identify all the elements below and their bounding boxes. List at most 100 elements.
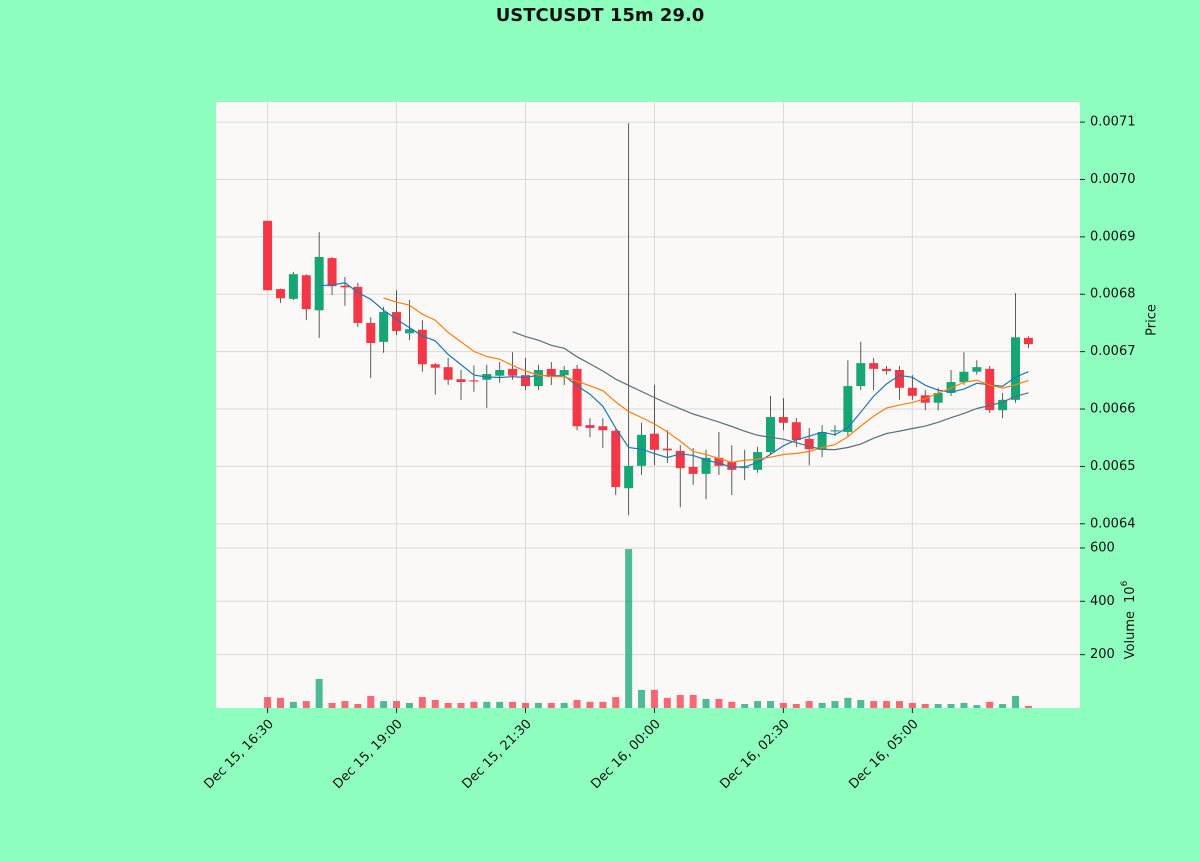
volume-bar	[354, 703, 362, 708]
x-tick-label: Dec 16, 05:00	[846, 717, 921, 792]
candle-body	[520, 375, 530, 387]
volume-bar	[496, 701, 504, 708]
volume-bar	[831, 701, 839, 708]
candle-body	[882, 368, 892, 372]
candle-body	[998, 399, 1008, 411]
volume-bar	[638, 689, 646, 708]
candle-body	[624, 465, 634, 489]
volume-bar	[393, 701, 401, 708]
volume-bar	[792, 703, 800, 708]
candle-body	[546, 368, 556, 377]
candle-body	[1011, 337, 1021, 400]
candle-body	[959, 371, 969, 383]
volume-bar	[612, 697, 620, 708]
volume-bar	[663, 697, 671, 708]
volume-label: Volume	[1123, 611, 1138, 659]
moving-average-line	[512, 331, 1029, 451]
y-tick-label: 0.0070	[1090, 172, 1136, 187]
candle-body	[559, 370, 569, 376]
candle-body	[585, 425, 595, 428]
candle-body	[843, 386, 853, 432]
y-tick-label: 0.0069	[1090, 229, 1136, 244]
candle-body	[856, 363, 866, 387]
y-tick-label: 0.0064	[1090, 516, 1136, 531]
x-tick-label: Dec 15, 21:30	[459, 717, 534, 792]
candle-body	[404, 329, 414, 334]
chart-title: USTCUSDT 15m 29.0	[496, 5, 705, 26]
candle-body	[288, 274, 298, 299]
candle-body	[869, 363, 879, 369]
volume-bar	[315, 678, 323, 708]
volume-bar	[676, 694, 684, 708]
volume-bar	[908, 702, 916, 708]
candle-body	[430, 364, 440, 368]
volume-bar	[805, 701, 813, 708]
volume-bar	[960, 702, 968, 708]
volume-bar	[741, 703, 749, 708]
volume-bar	[328, 702, 336, 708]
volume-bar	[380, 701, 388, 708]
volume-bar	[857, 699, 865, 708]
volume-bar	[625, 549, 633, 708]
volume-bar	[947, 703, 955, 708]
candle-body	[740, 466, 750, 469]
candle-body	[972, 367, 982, 372]
volume-axis-label: Volume 106	[1120, 580, 1138, 659]
volume-bar	[431, 699, 439, 708]
candle-body	[598, 426, 608, 431]
volume-bar	[999, 703, 1007, 708]
volume-bar	[276, 697, 284, 708]
volume-bar	[264, 697, 272, 708]
volume-bar	[302, 701, 310, 708]
candle-body	[766, 417, 776, 453]
volume-bar	[444, 702, 452, 708]
moving-average-line	[383, 297, 1029, 463]
y-tick-label: 0.0067	[1090, 344, 1136, 359]
volume-bar	[767, 701, 775, 708]
volume-bar	[870, 701, 878, 708]
candle-body	[933, 392, 943, 403]
candle-body	[714, 457, 724, 466]
x-tick-label: Dec 15, 16:30	[202, 717, 277, 792]
volume-bar	[547, 702, 555, 708]
candle-body	[778, 417, 788, 423]
volume-bar	[521, 702, 529, 708]
candle-body	[392, 312, 402, 331]
candle-body	[314, 256, 324, 311]
candle-body	[894, 370, 904, 388]
candle-body	[675, 450, 685, 469]
volume-bar	[934, 703, 942, 708]
x-tick-label: Dec 16, 00:00	[588, 717, 663, 792]
candle-body	[327, 258, 337, 287]
candle-body	[804, 438, 814, 450]
plot-background	[216, 102, 1080, 708]
candle-body	[508, 368, 518, 376]
volume-bar	[844, 697, 852, 708]
volume-bar	[534, 702, 542, 708]
x-tick-label: Dec 15, 19:00	[330, 717, 405, 792]
y-tick-label: 0.0071	[1090, 115, 1136, 130]
volume-scale-exponent: 6	[1120, 580, 1130, 586]
candle-body	[443, 367, 453, 380]
volume-bar	[1024, 705, 1032, 708]
volume-bar	[921, 703, 929, 708]
volume-bar	[599, 701, 607, 708]
volume-tick-label: 400	[1090, 594, 1115, 609]
y-tick-label: 0.0065	[1090, 459, 1136, 474]
volume-bar	[483, 701, 491, 708]
candle-body	[533, 370, 543, 387]
volume-bar	[883, 701, 891, 708]
volume-bar	[754, 701, 762, 708]
volume-bar	[779, 702, 787, 708]
candle-body	[379, 312, 389, 342]
volume-bar	[586, 701, 594, 708]
candle-body	[985, 368, 995, 411]
volume-bar	[289, 701, 297, 708]
volume-bar	[573, 699, 581, 708]
volume-tick-label: 600	[1090, 540, 1115, 555]
candle-body	[791, 422, 801, 441]
candle-body	[1023, 337, 1033, 345]
volume-bar	[1012, 695, 1020, 708]
candle-body	[366, 322, 376, 344]
